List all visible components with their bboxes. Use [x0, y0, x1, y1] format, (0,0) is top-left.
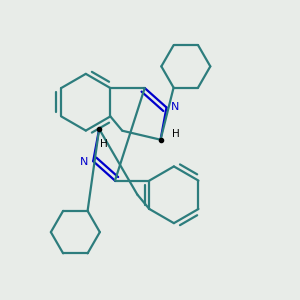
Text: N: N — [171, 102, 180, 112]
Text: H: H — [172, 129, 180, 139]
Text: N: N — [80, 157, 88, 167]
Text: H: H — [100, 140, 107, 149]
